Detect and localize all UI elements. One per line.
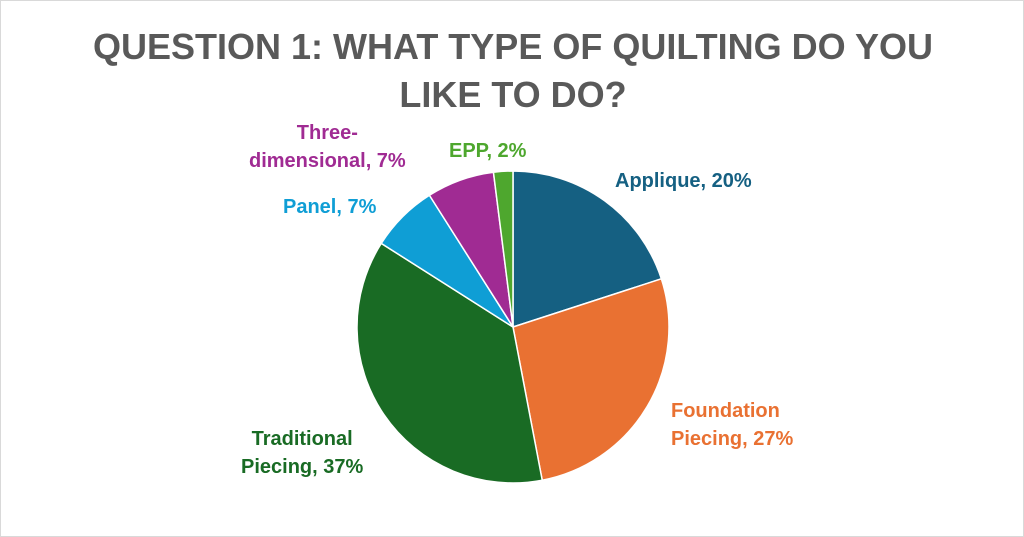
data-label-foundation-piecing: Foundation Piecing, 27% (671, 397, 793, 453)
pie-slice-epp (492, 170, 514, 328)
data-label-traditional-piecing-line-1: Traditional (251, 428, 353, 450)
chart-title-line-1: QUESTION 1: WHAT TYPE OF QUILTING DO YOU (92, 26, 934, 67)
data-label-applique-line-1: Applique, 20% (615, 170, 752, 192)
data-label-foundation-piecing-line-2: Piecing, 27% (671, 428, 794, 450)
data-label-three-dimensional-line-2: dimensional, 7% (249, 150, 406, 172)
data-label-three-dimensional-line-1: Three- (296, 122, 358, 144)
data-label-epp-line-1: EPP, 2% (449, 140, 527, 162)
pie-slice-traditional-piecing (356, 242, 543, 484)
pie-slice-foundation-piecing (512, 278, 670, 481)
data-label-panel: Panel, 7% (283, 193, 376, 221)
data-label-panel-line-1: Panel, 7% (283, 196, 377, 218)
data-label-epp: EPP, 2% (449, 137, 526, 165)
chart-title: QUESTION 1: WHAT TYPE OF QUILTING DO YOU… (63, 23, 963, 119)
chart-title-line-2: LIKE TO DO? (399, 74, 627, 115)
data-label-applique: Applique, 20% (615, 167, 752, 195)
data-label-traditional-piecing-line-2: Piecing, 37% (241, 456, 364, 478)
data-label-traditional-piecing: Traditional Piecing, 37% (241, 425, 363, 481)
data-label-foundation-piecing-line-1: Foundation (671, 400, 780, 422)
pie-slice-applique (512, 170, 663, 328)
data-label-three-dimensional: Three- dimensional, 7% (249, 119, 406, 175)
